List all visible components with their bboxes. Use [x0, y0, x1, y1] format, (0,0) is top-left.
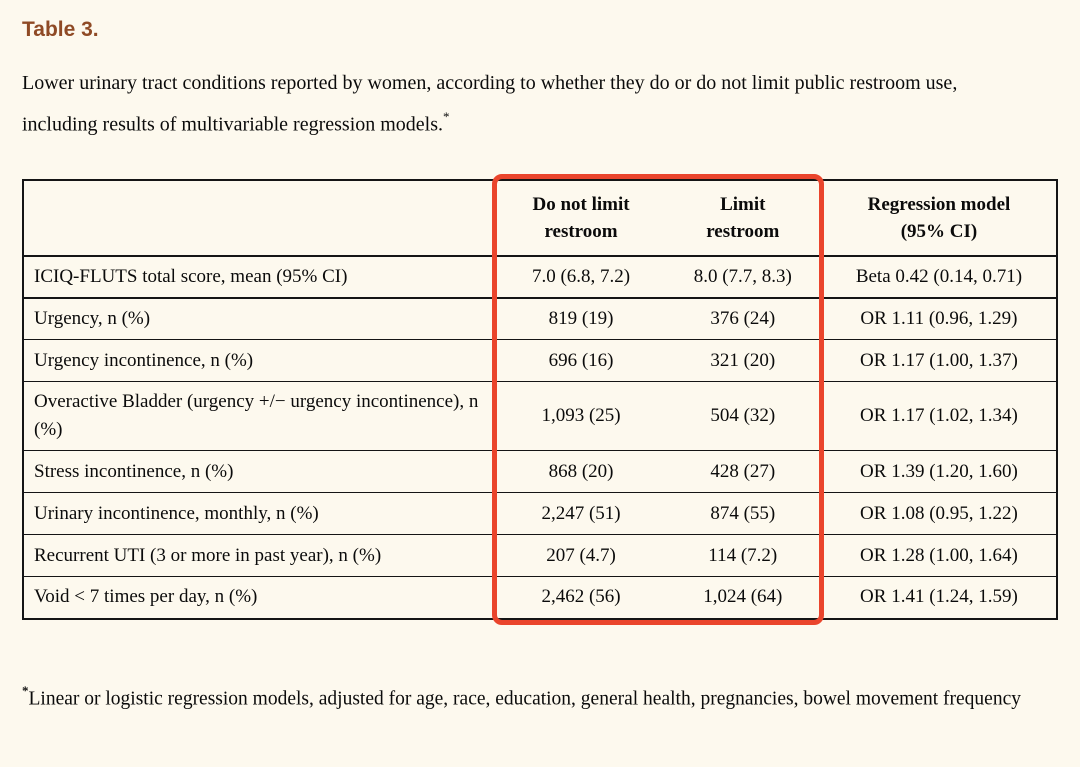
condition-label: Overactive Bladder (urgency +/− urgency …	[23, 381, 498, 451]
col-header-do-not-limit: Do not limit restroom	[496, 179, 665, 257]
no-limit-value: 696 (16)	[496, 339, 665, 382]
no-limit-value: 819 (19)	[496, 297, 665, 340]
header-row: Do not limit restroom Limit restroom Regre…	[23, 179, 1057, 257]
header-line: Limit	[720, 193, 766, 215]
limit-value: 1,024 (64)	[664, 576, 822, 619]
table-label: Table 3.	[22, 18, 99, 41]
model-value: OR 1.41 (1.24, 1.59)	[821, 576, 1057, 619]
table-row: Recurrent UTI (3 or more in past year), …	[23, 534, 1057, 577]
footnote-marker: *	[22, 682, 29, 698]
condition-label: Recurrent UTI (3 or more in past year), …	[23, 534, 498, 577]
table-footnote: *Linear or logistic regression models, a…	[22, 678, 1058, 715]
limit-value: 8.0 (7.7, 8.3)	[664, 255, 822, 299]
model-value: OR 1.11 (0.96, 1.29)	[821, 297, 1057, 340]
caption-text: Lower urinary tract conditions reported …	[22, 72, 958, 136]
no-limit-value: 1,093 (25)	[496, 381, 665, 451]
limit-value: 428 (27)	[664, 450, 822, 493]
table-row: Stress incontinence, n (%) 868 (20) 428 …	[23, 450, 1057, 493]
model-value: Beta 0.42 (0.14, 0.71)	[821, 255, 1057, 299]
header-line: restroom	[544, 220, 618, 242]
table-row: Overactive Bladder (urgency +/− urgency …	[23, 381, 1057, 451]
no-limit-value: 2,247 (51)	[496, 492, 665, 535]
header-line: Do not limit	[532, 193, 630, 215]
model-value: OR 1.28 (1.00, 1.64)	[821, 534, 1057, 577]
limit-value: 114 (7.2)	[664, 534, 822, 577]
limit-value: 874 (55)	[664, 492, 822, 535]
no-limit-value: 7.0 (6.8, 7.2)	[496, 255, 665, 299]
col-header-limit: Limit restroom	[664, 179, 822, 257]
model-value: OR 1.17 (1.02, 1.34)	[821, 381, 1057, 451]
limit-value: 321 (20)	[664, 339, 822, 382]
header-line: (95% CI)	[900, 220, 978, 242]
table-wrap: Do not limit restroom Limit restroom Regre…	[22, 173, 1058, 625]
condition-label: Urgency, n (%)	[23, 297, 498, 340]
empty-header-cell	[23, 179, 498, 257]
results-table: Do not limit restroom Limit restroom Regre…	[22, 178, 1058, 620]
caption-footnote-marker: *	[443, 109, 450, 124]
condition-label: Void < 7 times per day, n (%)	[23, 576, 498, 619]
no-limit-value: 2,462 (56)	[496, 576, 665, 619]
condition-label: Stress incontinence, n (%)	[23, 450, 498, 493]
table-caption: Lower urinary tract conditions reported …	[22, 66, 1034, 143]
no-limit-value: 207 (4.7)	[496, 534, 665, 577]
header-line: Regression model	[867, 193, 1011, 215]
model-value: OR 1.39 (1.20, 1.60)	[821, 450, 1057, 493]
footnote-text: Linear or logistic regression models, ad…	[28, 688, 1022, 710]
condition-label: Urinary incontinence, monthly, n (%)	[23, 492, 498, 535]
header-line: restroom	[706, 220, 780, 242]
table-row: ICIQ-FLUTS total score, mean (95% CI) 7.…	[23, 255, 1057, 299]
table-row: Urgency, n (%) 819 (19) 376 (24) OR 1.11…	[23, 297, 1057, 340]
table-row: Urgency incontinence, n (%) 696 (16) 321…	[23, 339, 1057, 382]
condition-label: ICIQ-FLUTS total score, mean (95% CI)	[23, 255, 498, 299]
col-header-regression-model: Regression model (95% CI)	[821, 179, 1057, 257]
table-row: Void < 7 times per day, n (%) 2,462 (56)…	[23, 576, 1057, 619]
page-content: Table 3. Lower urinary tract conditions …	[22, 18, 1058, 715]
model-value: OR 1.08 (0.95, 1.22)	[821, 492, 1057, 535]
table-row: Urinary incontinence, monthly, n (%) 2,2…	[23, 492, 1057, 535]
condition-label: Urgency incontinence, n (%)	[23, 339, 498, 382]
model-value: OR 1.17 (1.00, 1.37)	[821, 339, 1057, 382]
no-limit-value: 868 (20)	[496, 450, 665, 493]
limit-value: 376 (24)	[664, 297, 822, 340]
limit-value: 504 (32)	[664, 381, 822, 451]
